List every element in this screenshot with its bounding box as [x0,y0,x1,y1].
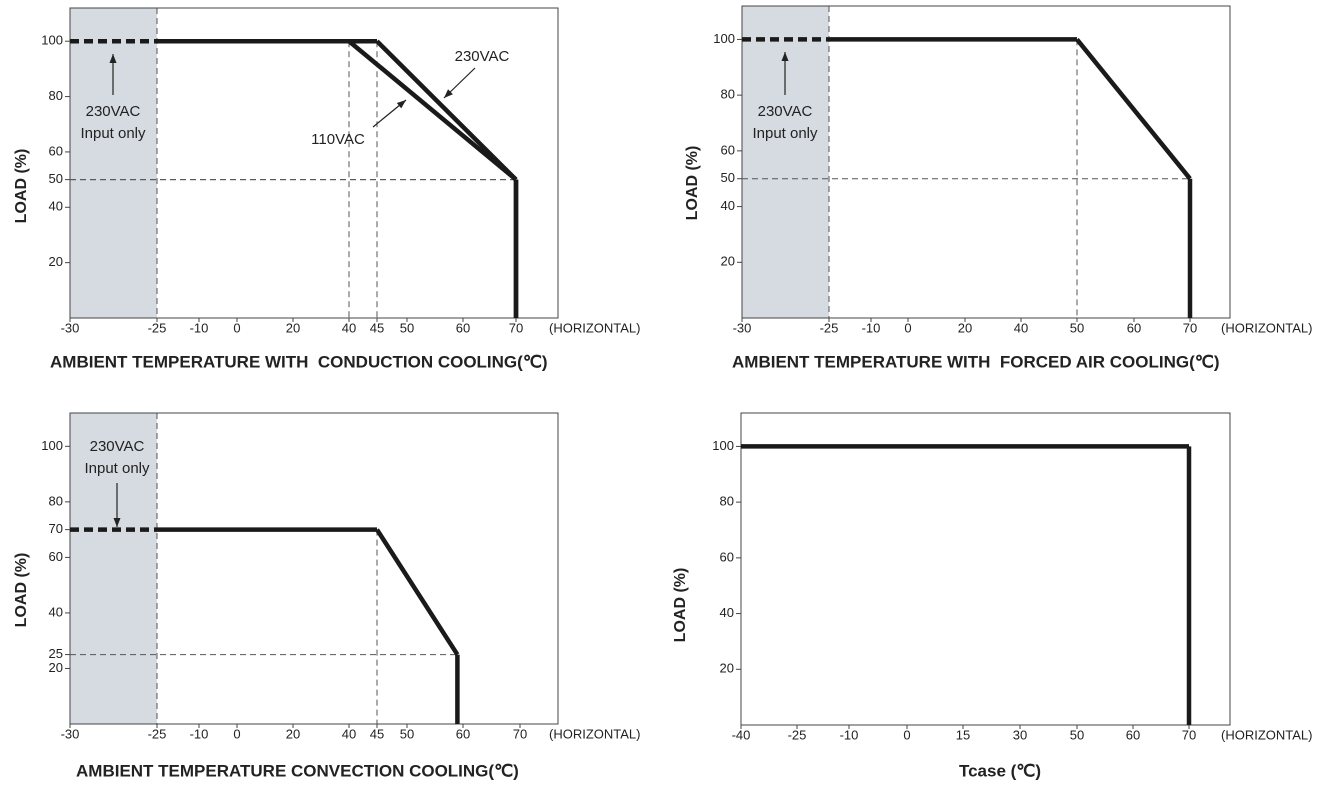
load-line [347,39,518,182]
y-tick-label: 60 [49,143,63,158]
y-tick-label: 40 [720,605,734,620]
x-tick-label: 50 [1070,320,1084,335]
x-axis-title: AMBIENT TEMPERATURE WITH CONDUCTION COOL… [50,352,548,371]
x-note: (HORIZONTAL) [549,320,640,335]
x-tick-label: -10 [190,320,209,335]
x-tick-label: 60 [456,726,470,741]
x-tick-label: -10 [840,727,859,742]
plot-frame [740,412,1231,726]
y-axis-title: LOAD (%) [13,149,30,224]
y-axis-title: LOAD (%) [684,146,701,221]
y-tick-label: 50 [721,170,735,185]
y-tick-label: 40 [49,604,63,619]
x-tick-label: 70 [513,726,527,741]
x-tick-label: 15 [956,727,970,742]
x-tick-label: 40 [1014,320,1028,335]
annotation: Input only [84,460,150,477]
y-tick-label: 100 [41,33,63,48]
x-tick-label: 0 [903,727,910,742]
x-tick-label: 70 [1183,320,1197,335]
y-tick-label: 20 [721,254,735,269]
annotation: Input only [752,125,818,142]
y-tick-label: 60 [721,142,735,157]
x-tick-label: -40 [732,727,751,742]
y-tick-label: 25 [49,646,63,661]
y-tick-label: 70 [49,521,63,536]
y-tick-label: 50 [49,171,63,186]
x-tick-label: 60 [456,320,470,335]
x-tick-label: -10 [190,726,209,741]
y-tick-label: 80 [720,494,734,509]
x-tick-label: 60 [1127,320,1141,335]
x-axis-title: AMBIENT TEMPERATURE WITH FORCED AIR COOL… [732,352,1220,371]
x-tick-label: -25 [148,726,167,741]
y-tick-label: 100 [41,438,63,453]
y-tick-label: 80 [49,88,63,103]
x-tick-label: -25 [820,320,839,335]
plot-frame [741,5,1231,319]
x-tick-label: 60 [1126,727,1140,742]
series-label: 230VAC [455,48,510,65]
x-tick-label: 50 [400,726,414,741]
y-tick-label: 60 [720,549,734,564]
x-tick-label: 45 [370,320,384,335]
x-tick-label: -30 [61,320,80,335]
plot-frame [69,7,559,319]
y-axis-title: LOAD (%) [13,553,30,628]
annotation: 230VAC [90,438,145,455]
x-tick-label: 30 [1013,727,1027,742]
y-tick-label: 80 [49,493,63,508]
arrow-head [444,89,453,98]
y-axis-title: LOAD (%) [672,568,689,643]
plot-frame [69,412,559,725]
arrow-head [113,518,121,527]
x-axis-title: Tcase (℃) [959,761,1041,780]
load-line [375,528,460,656]
x-tick-label: 40 [342,320,356,335]
annotation: 230VAC [86,103,141,120]
x-tick-label: -25 [788,727,807,742]
arrow-head [109,54,117,63]
x-note: (HORIZONTAL) [549,726,640,741]
y-tick-label: 40 [721,198,735,213]
annotation: 230VAC [758,103,813,120]
x-note: (HORIZONTAL) [1221,727,1312,742]
load-line [375,39,518,182]
x-tick-label: 0 [233,320,240,335]
y-tick-label: 20 [49,660,63,675]
arrow-head [781,52,789,61]
x-tick-label: 0 [233,726,240,741]
x-tick-label: -25 [148,320,167,335]
y-tick-label: 40 [49,199,63,214]
x-tick-label: -30 [61,726,80,741]
x-tick-label: 40 [342,726,356,741]
load-line [1075,38,1192,181]
y-tick-label: 100 [713,31,735,46]
x-tick-label: 45 [370,726,384,741]
x-tick-label: -30 [733,320,752,335]
y-tick-label: 20 [720,661,734,676]
y-tick-label: 20 [49,254,63,269]
arrow-head [396,100,406,109]
x-tick-label: 70 [1182,727,1196,742]
annotation: Input only [80,125,146,142]
x-axis-title: AMBIENT TEMPERATURE CONVECTION COOLING(℃… [76,761,519,780]
series-label: 110VAC [311,131,365,148]
y-tick-label: 80 [721,87,735,102]
y-tick-label: 60 [49,549,63,564]
x-tick-label: 0 [904,320,911,335]
shaded-region [70,413,157,724]
x-tick-label: 20 [958,320,972,335]
x-tick-label: 50 [400,320,414,335]
x-tick-label: 20 [286,726,300,741]
x-tick-label: 20 [286,320,300,335]
x-note: (HORIZONTAL) [1221,320,1312,335]
x-tick-label: 50 [1070,727,1084,742]
y-tick-label: 100 [712,438,734,453]
x-tick-label: -10 [862,320,881,335]
x-tick-label: 70 [509,320,523,335]
